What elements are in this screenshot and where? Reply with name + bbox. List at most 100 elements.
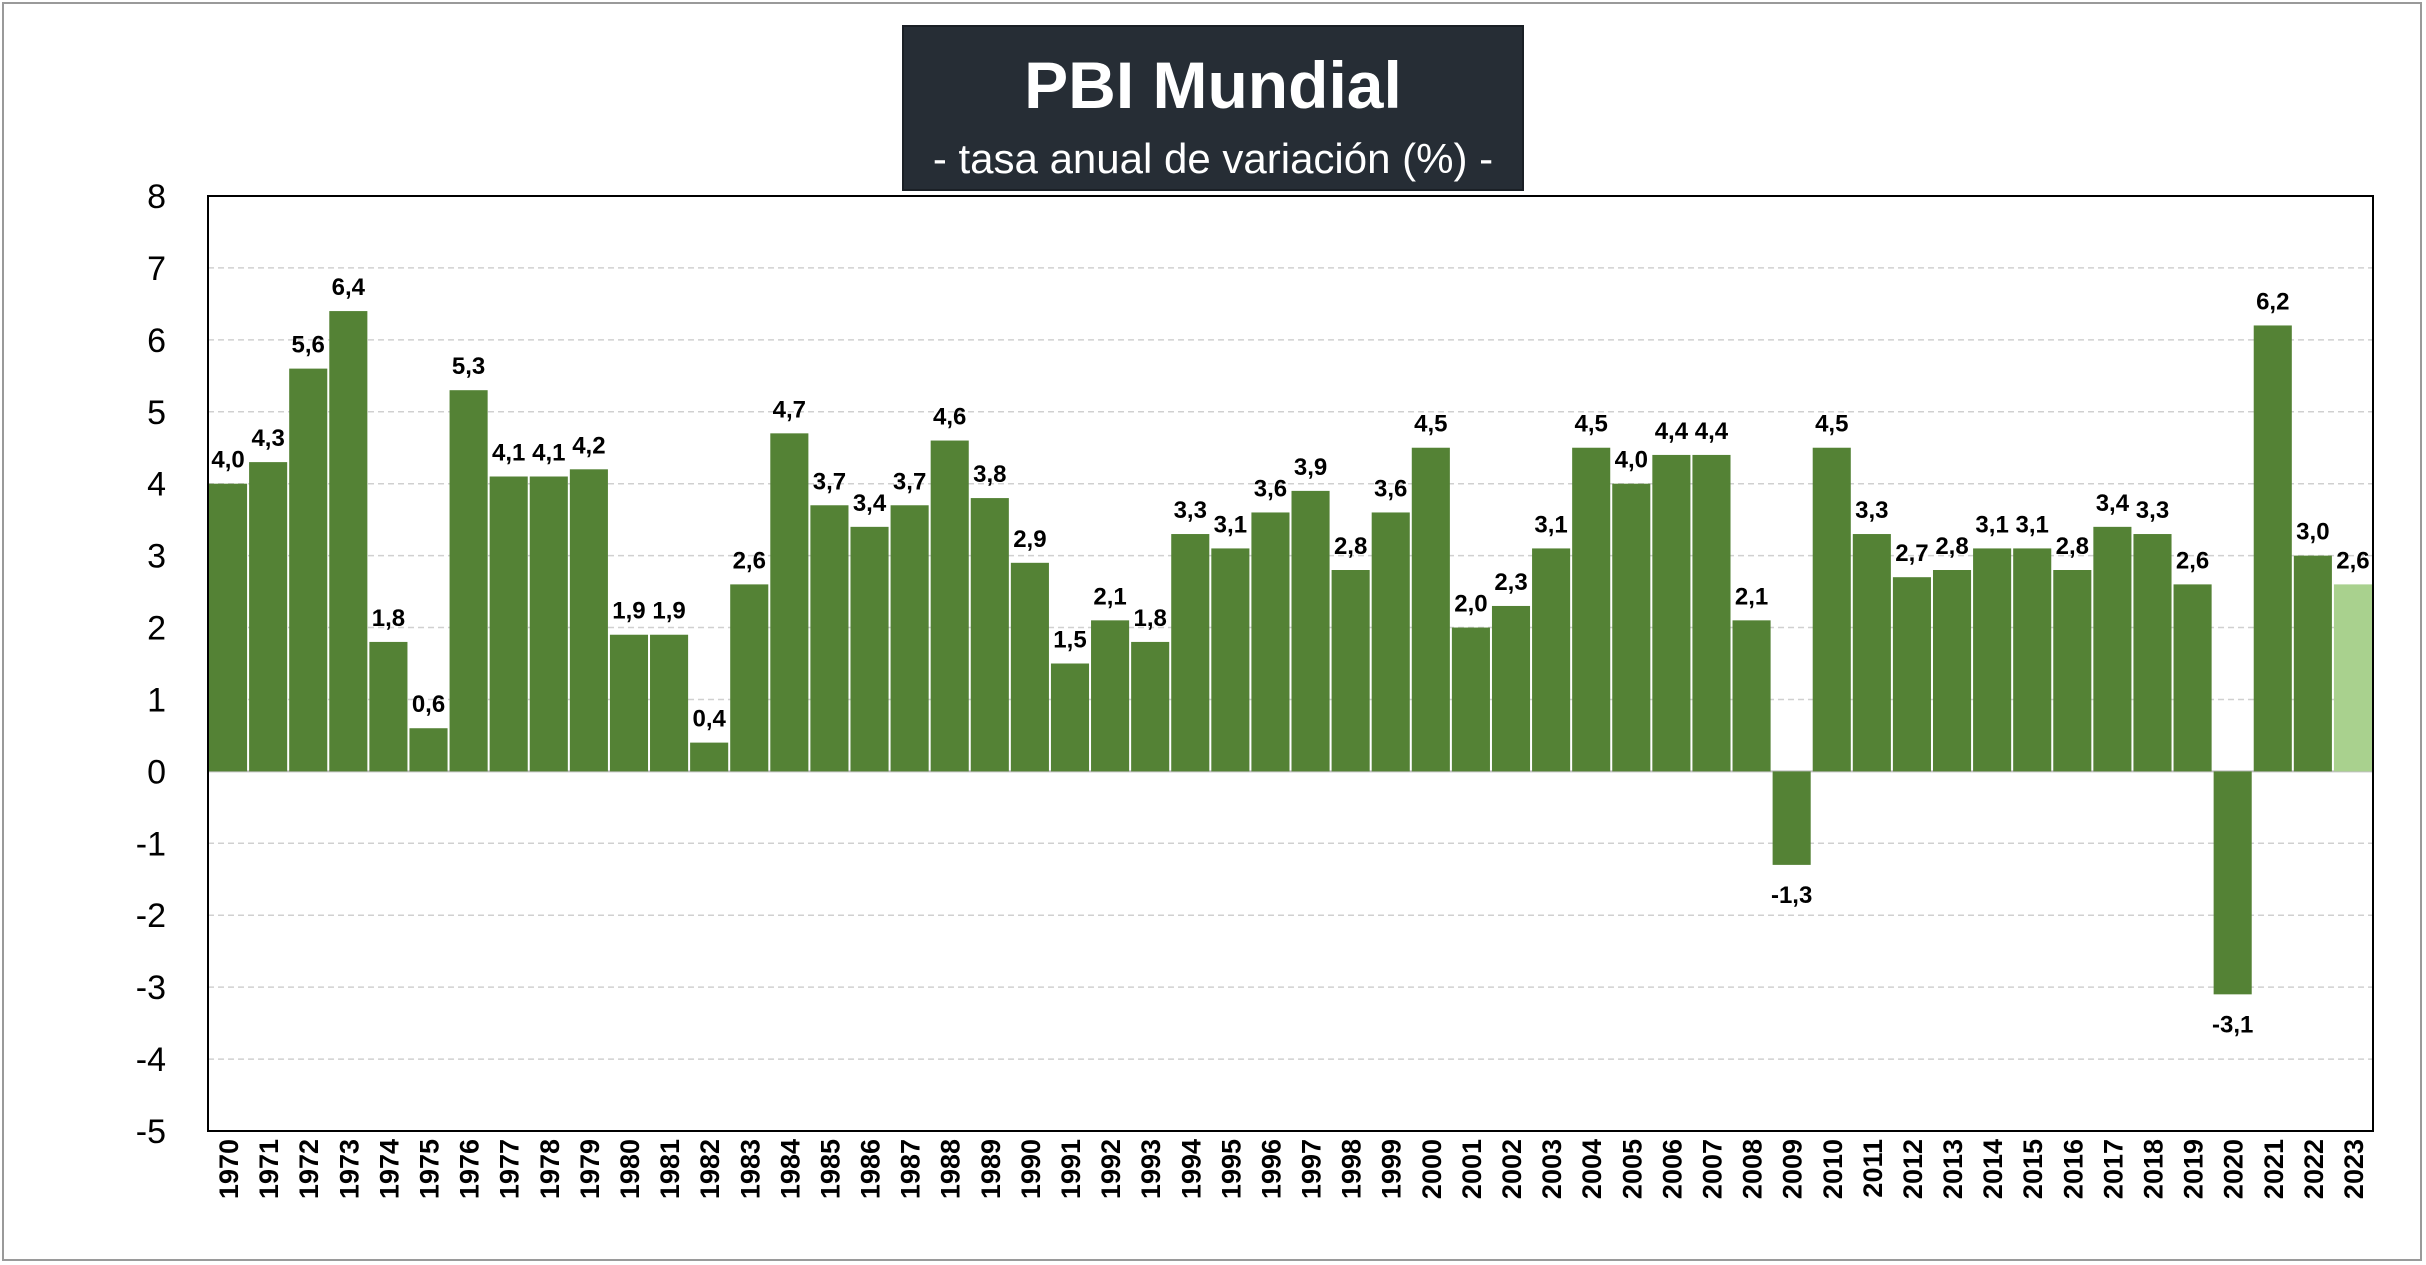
- x-axis-ticks: 1970 1971 1972 1973 1974 1975 1976 1977 1978 1979…: [214, 1139, 2369, 1199]
- data-label-1977: 4,1: [492, 440, 525, 467]
- data-label-2022: 3,0: [2296, 519, 2329, 546]
- bar-1990: [1010, 562, 1049, 772]
- data-label-1972: 5,6: [292, 332, 325, 359]
- data-label-2017: 3,4: [2096, 490, 2130, 517]
- bar-1972: [289, 368, 328, 772]
- x-tick-label-1976: 1976: [455, 1139, 485, 1199]
- bar-2006: [1652, 454, 1691, 772]
- bar-2017: [2093, 526, 2132, 772]
- data-label-2014: 3,1: [1975, 511, 2008, 538]
- bar-1975: [409, 728, 448, 772]
- data-label-1991: 1,5: [1053, 627, 1086, 654]
- data-label-2011: 3,3: [1855, 497, 1888, 524]
- bar-1970: [209, 483, 248, 772]
- data-label-1996: 3,6: [1254, 475, 1287, 502]
- data-label-2009: -1,3: [1771, 882, 1812, 909]
- data-label-1989: 3,8: [973, 461, 1006, 488]
- x-tick-label-1994: 1994: [1176, 1139, 1206, 1199]
- data-label-1980: 1,9: [612, 598, 645, 625]
- y-tick-label: -3: [136, 969, 166, 1007]
- x-tick-label-1974: 1974: [374, 1139, 404, 1199]
- chart-subtitle: - tasa anual de variación (%) -: [932, 135, 1494, 182]
- x-tick-label-1977: 1977: [495, 1139, 525, 1199]
- x-tick-label-1971: 1971: [254, 1139, 284, 1199]
- bar-1997: [1291, 490, 1330, 772]
- data-label-1999: 3,6: [1374, 475, 1407, 502]
- bar-2008: [1732, 620, 1771, 772]
- plot-border: [207, 195, 2374, 1132]
- x-tick-label-1999: 1999: [1377, 1139, 1407, 1199]
- x-tick-label-1992: 1992: [1096, 1139, 1126, 1199]
- x-tick-label-1993: 1993: [1136, 1139, 1166, 1199]
- y-tick-label: 2: [147, 610, 166, 648]
- x-tick-label-2002: 2002: [1497, 1139, 1527, 1199]
- data-label-1987: 3,7: [893, 468, 926, 495]
- x-tick-label-1972: 1972: [294, 1139, 324, 1199]
- data-label-1976: 5,3: [452, 353, 485, 380]
- data-label-2020: -3,1: [2212, 1011, 2253, 1038]
- data-label-2018: 3,3: [2136, 497, 2169, 524]
- x-tick-label-1989: 1989: [976, 1139, 1006, 1199]
- data-label-1985: 3,7: [813, 468, 846, 495]
- x-tick-label-2001: 2001: [1457, 1139, 1487, 1199]
- x-tick-label-1985: 1985: [815, 1139, 845, 1199]
- data-label-1992: 2,1: [1093, 583, 1126, 610]
- data-label-2013: 2,8: [1935, 533, 1968, 560]
- x-tick-label-1995: 1995: [1216, 1139, 1246, 1199]
- data-label-2010: 4,5: [1815, 411, 1848, 438]
- x-tick-label-2016: 2016: [2058, 1139, 2088, 1199]
- data-label-1983: 2,6: [733, 547, 766, 574]
- chart-title: PBI Mundial: [1024, 48, 1402, 122]
- x-tick-label-2011: 2011: [1858, 1139, 1888, 1198]
- y-tick-label: 3: [147, 538, 166, 576]
- y-tick-label: 6: [147, 322, 166, 360]
- bar-1993: [1131, 641, 1170, 772]
- data-label-2003: 3,1: [1534, 511, 1567, 538]
- x-tick-label-2021: 2021: [2259, 1139, 2289, 1199]
- title-box: PBI Mundial - tasa anual de variación (%…: [902, 25, 1524, 191]
- data-label-1993: 1,8: [1133, 605, 1166, 632]
- x-tick-label-2006: 2006: [1657, 1139, 1687, 1199]
- data-label-2004: 4,5: [1575, 411, 1608, 438]
- x-tick-label-2007: 2007: [1697, 1139, 1727, 1199]
- y-tick-label: 5: [147, 394, 166, 432]
- x-tick-label-1970: 1970: [214, 1139, 244, 1199]
- data-label-1984: 4,7: [773, 396, 806, 423]
- x-tick-label-1973: 1973: [334, 1139, 364, 1199]
- y-tick-label: -2: [136, 897, 166, 935]
- bar-1989: [970, 498, 1009, 772]
- bar-2007: [1692, 454, 1731, 772]
- data-label-1988: 4,6: [933, 404, 966, 431]
- bar-1992: [1091, 620, 1130, 772]
- bar-2013: [1932, 570, 1972, 772]
- data-label-2002: 2,3: [1494, 569, 1527, 596]
- x-tick-label-1998: 1998: [1337, 1139, 1367, 1199]
- data-label-2006: 4,4: [1655, 418, 1689, 445]
- x-tick-label-2008: 2008: [1738, 1139, 1768, 1199]
- bar-1994: [1171, 534, 1210, 772]
- bar-2018: [2133, 534, 2172, 772]
- bar-1995: [1211, 548, 1250, 772]
- bar-1982: [690, 742, 729, 772]
- bar-1986: [850, 526, 889, 772]
- x-tick-label-1979: 1979: [575, 1139, 605, 1199]
- data-labels: 4,0 4,3 5,6 6,4 1,8 0,6 5,3 4,1 4,1 4,2 1,9 1,9 0,4 2…: [211, 274, 2369, 1038]
- x-tick-label-2004: 2004: [1577, 1139, 1607, 1199]
- data-label-2016: 2,8: [2056, 533, 2089, 560]
- x-tick-label-2017: 2017: [2098, 1139, 2128, 1199]
- y-tick-label: 0: [147, 753, 166, 791]
- bar-1984: [770, 433, 809, 772]
- y-tick-label: 4: [147, 466, 166, 504]
- data-label-2015: 3,1: [2016, 511, 2049, 538]
- data-label-2007: 4,4: [1695, 418, 1729, 445]
- data-label-2001: 2,0: [1454, 591, 1487, 618]
- bar-1998: [1331, 570, 1370, 772]
- bar-2000: [1411, 447, 1450, 772]
- bar-2019: [2173, 584, 2212, 772]
- y-tick-label: 1: [147, 681, 166, 719]
- x-tick-label-2010: 2010: [1818, 1139, 1848, 1199]
- data-label-2012: 2,7: [1895, 540, 1928, 567]
- bar-1983: [730, 584, 769, 772]
- data-label-2021: 6,2: [2256, 288, 2289, 315]
- data-label-1981: 1,9: [652, 598, 685, 625]
